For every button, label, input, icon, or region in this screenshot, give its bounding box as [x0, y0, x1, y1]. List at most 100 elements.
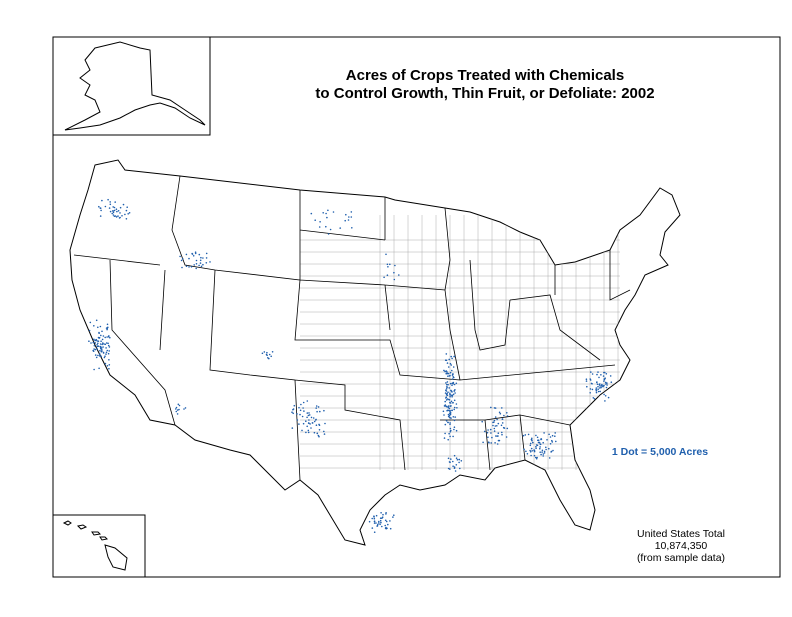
dot	[545, 448, 547, 451]
dot	[293, 404, 296, 407]
dot	[107, 342, 109, 345]
dot	[600, 374, 602, 376]
dot	[105, 351, 108, 354]
dot	[456, 459, 459, 461]
dot	[443, 414, 445, 416]
dot	[185, 253, 188, 256]
dot	[595, 389, 598, 392]
dot	[449, 412, 451, 415]
dot	[447, 406, 450, 409]
dot	[393, 514, 395, 516]
dot	[106, 336, 108, 338]
dot	[291, 427, 294, 429]
dot	[455, 382, 458, 385]
dot	[591, 388, 594, 391]
total-label: United States Total	[637, 528, 725, 540]
dot	[506, 427, 509, 430]
dot	[95, 319, 98, 322]
dot	[183, 408, 185, 410]
dot	[549, 436, 552, 438]
dot	[449, 394, 452, 396]
dot	[113, 209, 116, 212]
dot	[124, 213, 126, 216]
dot	[607, 396, 610, 399]
dot	[122, 203, 125, 206]
dot	[393, 278, 396, 281]
dot	[188, 266, 190, 268]
dot	[368, 520, 371, 523]
dot	[501, 407, 503, 409]
dot	[398, 274, 400, 276]
dot	[379, 517, 382, 519]
dot	[450, 400, 453, 403]
dot	[312, 417, 315, 419]
dot	[125, 218, 128, 220]
dot	[449, 382, 452, 385]
dot	[292, 408, 294, 411]
dot	[323, 430, 325, 433]
dot	[453, 426, 456, 429]
dot	[455, 464, 458, 466]
dot	[448, 398, 450, 401]
dot	[371, 517, 374, 520]
dot	[454, 470, 457, 472]
dot	[97, 342, 99, 345]
dot	[378, 522, 380, 524]
dot	[105, 327, 108, 329]
dot	[107, 335, 110, 338]
dot	[487, 436, 489, 439]
dot	[380, 512, 382, 514]
dot	[445, 389, 447, 392]
dot	[603, 380, 605, 382]
dot	[92, 350, 95, 353]
dot	[450, 417, 452, 419]
state-lines	[73, 175, 631, 481]
dot	[452, 465, 454, 468]
dot	[540, 438, 542, 441]
hawaii-inset	[52, 514, 146, 578]
dot	[486, 431, 489, 434]
dot	[113, 206, 116, 209]
dot	[460, 460, 463, 462]
dot	[185, 265, 188, 268]
dot	[119, 206, 122, 209]
dot	[108, 367, 110, 370]
dot	[301, 415, 304, 418]
dot	[543, 450, 546, 453]
dot	[100, 209, 102, 212]
dot	[524, 434, 527, 436]
dot	[589, 392, 591, 394]
dot	[499, 412, 502, 415]
dot	[541, 451, 543, 453]
dot	[531, 450, 533, 452]
dots	[88, 198, 613, 533]
dot	[99, 349, 101, 352]
dot	[90, 342, 92, 344]
dot	[305, 420, 307, 423]
dot	[453, 454, 456, 457]
dot	[446, 392, 448, 395]
dot	[266, 351, 268, 354]
dot	[116, 210, 118, 213]
dot	[376, 524, 379, 527]
dot	[609, 375, 612, 377]
dot	[601, 384, 603, 387]
dot	[530, 438, 533, 441]
dot	[373, 515, 375, 517]
dot	[596, 381, 598, 383]
dot	[176, 413, 179, 415]
dot	[525, 450, 527, 453]
dot	[446, 371, 448, 373]
dot	[117, 210, 120, 212]
dot	[106, 365, 109, 367]
dot	[599, 387, 601, 389]
dot	[101, 350, 103, 352]
dot	[88, 329, 91, 332]
dot	[450, 355, 453, 358]
dot	[586, 385, 588, 388]
dot	[324, 422, 326, 425]
dot	[529, 449, 531, 452]
dot	[604, 400, 606, 402]
dot	[454, 392, 456, 394]
dot	[448, 375, 451, 377]
